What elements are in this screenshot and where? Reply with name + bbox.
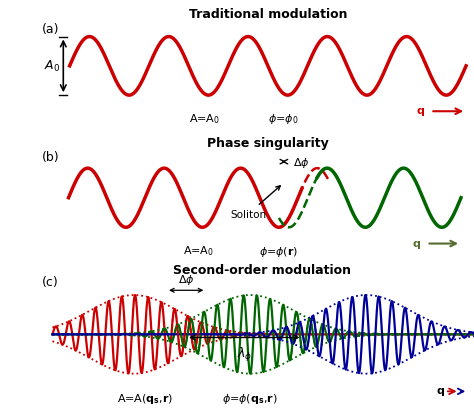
Text: $\Delta\phi$: $\Delta\phi$ (178, 272, 194, 286)
Text: $\bf{q}$: $\bf{q}$ (412, 238, 421, 250)
Text: $\phi$=$\phi$($\bf{r}$): $\phi$=$\phi$($\bf{r}$) (259, 244, 299, 258)
Text: $\bf{q}$: $\bf{q}$ (436, 385, 445, 397)
Text: $\phi$=$\phi$$_0$: $\phi$=$\phi$$_0$ (268, 112, 299, 126)
Text: $\bf{q}$: $\bf{q}$ (416, 106, 425, 118)
Text: A=A$_0$: A=A$_0$ (183, 244, 214, 258)
Text: A=A$_0$: A=A$_0$ (189, 112, 220, 126)
Text: (a): (a) (42, 23, 59, 36)
Text: A=A($\bf{q}_s$,$\bf{r}$): A=A($\bf{q}_s$,$\bf{r}$) (117, 392, 173, 406)
Text: Phase singularity: Phase singularity (207, 137, 328, 150)
Text: Second-order modulation: Second-order modulation (173, 264, 351, 277)
Text: $\lambda_\phi$: $\lambda_\phi$ (237, 345, 252, 363)
Text: $\Delta\phi$: $\Delta\phi$ (292, 155, 309, 169)
Text: $A_0$: $A_0$ (44, 59, 60, 74)
Text: (b): (b) (42, 151, 59, 164)
Text: (c): (c) (42, 276, 59, 289)
Text: Soliton: Soliton (230, 186, 280, 219)
Text: $\phi$=$\phi$($\bf{q}_s$,$\bf{r}$): $\phi$=$\phi$($\bf{q}_s$,$\bf{r}$) (222, 392, 278, 406)
Text: Traditional modulation: Traditional modulation (189, 8, 347, 21)
